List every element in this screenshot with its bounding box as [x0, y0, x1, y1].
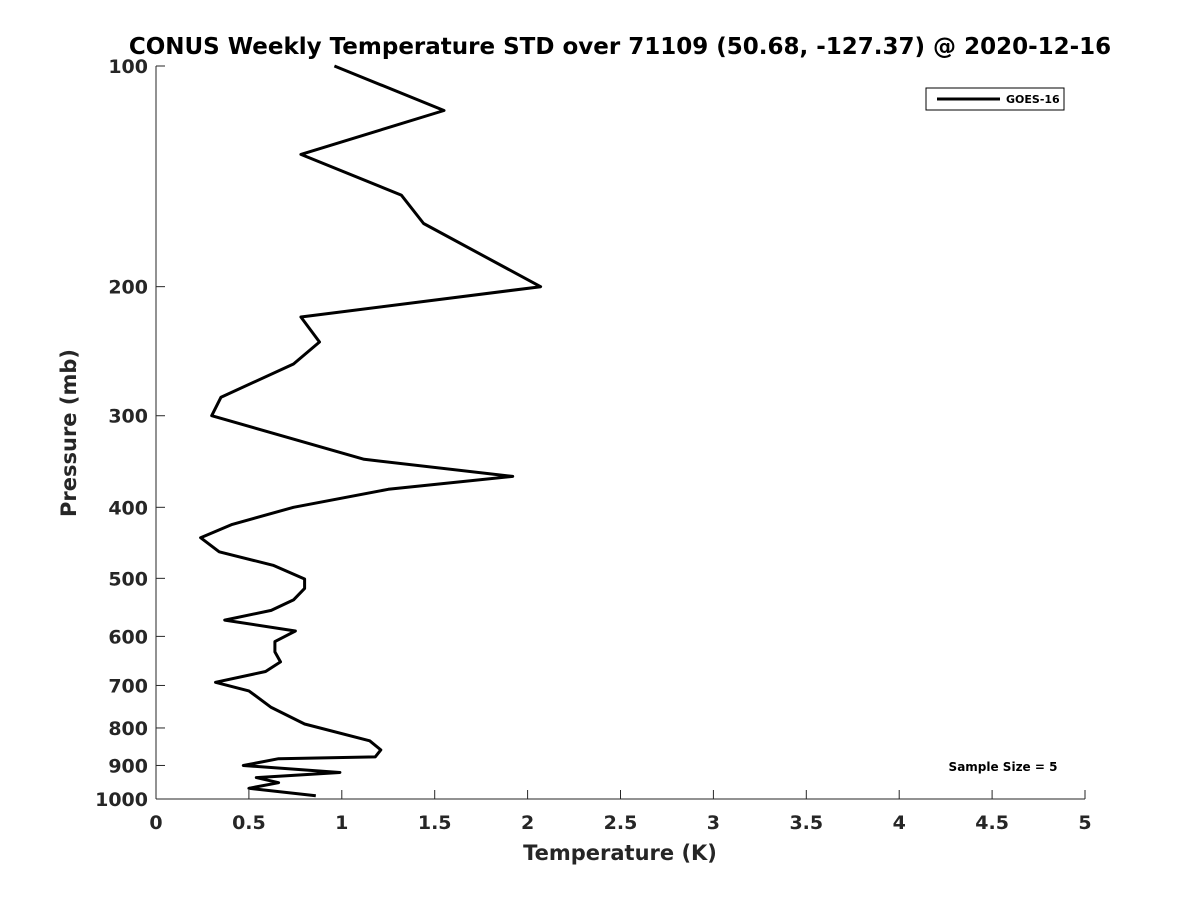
x-tick-label: 4.5 [975, 812, 1009, 834]
x-tick-label: 5 [1078, 812, 1091, 834]
y-axis-label: Pressure (mb) [57, 349, 81, 517]
x-axis-label: Temperature (K) [523, 841, 717, 865]
legend: GOES-16 [925, 87, 1065, 111]
x-tick-label: 4 [893, 812, 906, 834]
series-line-goes-16 [199, 64, 543, 798]
y-tick-label: 800 [108, 718, 148, 740]
x-tick-label: 0.5 [232, 812, 266, 834]
x-tick-label: 3 [707, 812, 720, 834]
chart-title: CONUS Weekly Temperature STD over 71109 … [129, 34, 1111, 60]
x-tick-label: 2 [521, 812, 534, 834]
y-tick-label: 100 [108, 56, 148, 78]
sample-size-annotation: Sample Size = 5 [949, 760, 1058, 774]
y-axis-ticks: 100 200 300 400 500 600 700 800 900 1000 [95, 56, 165, 811]
x-tick-label: 1.5 [418, 812, 452, 834]
y-tick-label: 1000 [95, 789, 148, 811]
x-axis-ticks: 0 0.5 1 1.5 2 2.5 3 3.5 4 4.5 5 [149, 790, 1092, 834]
x-tick-label: 2.5 [604, 812, 638, 834]
x-tick-label: 0 [149, 812, 162, 834]
y-tick-label: 400 [108, 497, 148, 519]
y-tick-label: 200 [108, 277, 148, 299]
y-tick-label: 500 [108, 568, 148, 590]
y-tick-label: 300 [108, 406, 148, 428]
y-tick-label: 900 [108, 755, 148, 777]
y-tick-label: 600 [108, 626, 148, 648]
legend-entry-goes-16: GOES-16 [1006, 93, 1060, 106]
y-tick-label: 700 [108, 675, 148, 697]
x-tick-label: 3.5 [789, 812, 823, 834]
x-tick-label: 1 [335, 812, 348, 834]
